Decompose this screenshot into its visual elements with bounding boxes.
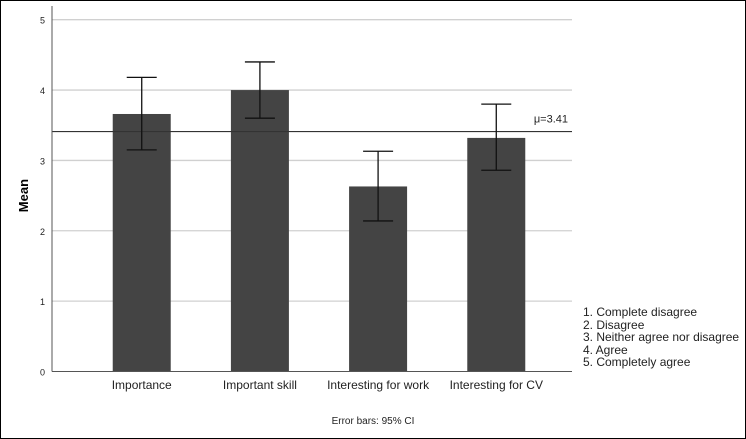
y-axis-label: Mean: [16, 179, 31, 212]
error-bars-note: Error bars: 95% CI: [331, 416, 415, 427]
legend: 1. Complete disagree 2. Disagree 3. Neit…: [583, 306, 739, 369]
y-tick-label: 2: [40, 227, 45, 237]
bar: [230, 90, 289, 372]
y-tick-label: 0: [40, 368, 45, 378]
bar: [112, 113, 171, 372]
legend-item: 3. Neither agree nor disagree: [583, 330, 740, 344]
x-tick-label: Important skill: [223, 378, 297, 392]
y-tick-label: 3: [40, 156, 45, 166]
mean-reference-label: μ=3.41: [534, 114, 568, 126]
x-tick-label: Interesting for work: [327, 378, 430, 392]
y-tick-label: 1: [40, 297, 45, 307]
legend-item: 5. Completely agree: [583, 355, 691, 369]
x-tick-label: Interesting for CV: [450, 378, 543, 392]
y-tick-label: 5: [40, 16, 45, 26]
bar: [467, 137, 526, 372]
legend-item: 4. Agree: [583, 342, 628, 357]
legend-item: 2. Disagree: [583, 317, 645, 332]
legend-item: 1. Complete disagree: [583, 305, 698, 319]
y-tick-label: 4: [40, 86, 45, 96]
x-tick-label: Importance: [112, 378, 172, 392]
